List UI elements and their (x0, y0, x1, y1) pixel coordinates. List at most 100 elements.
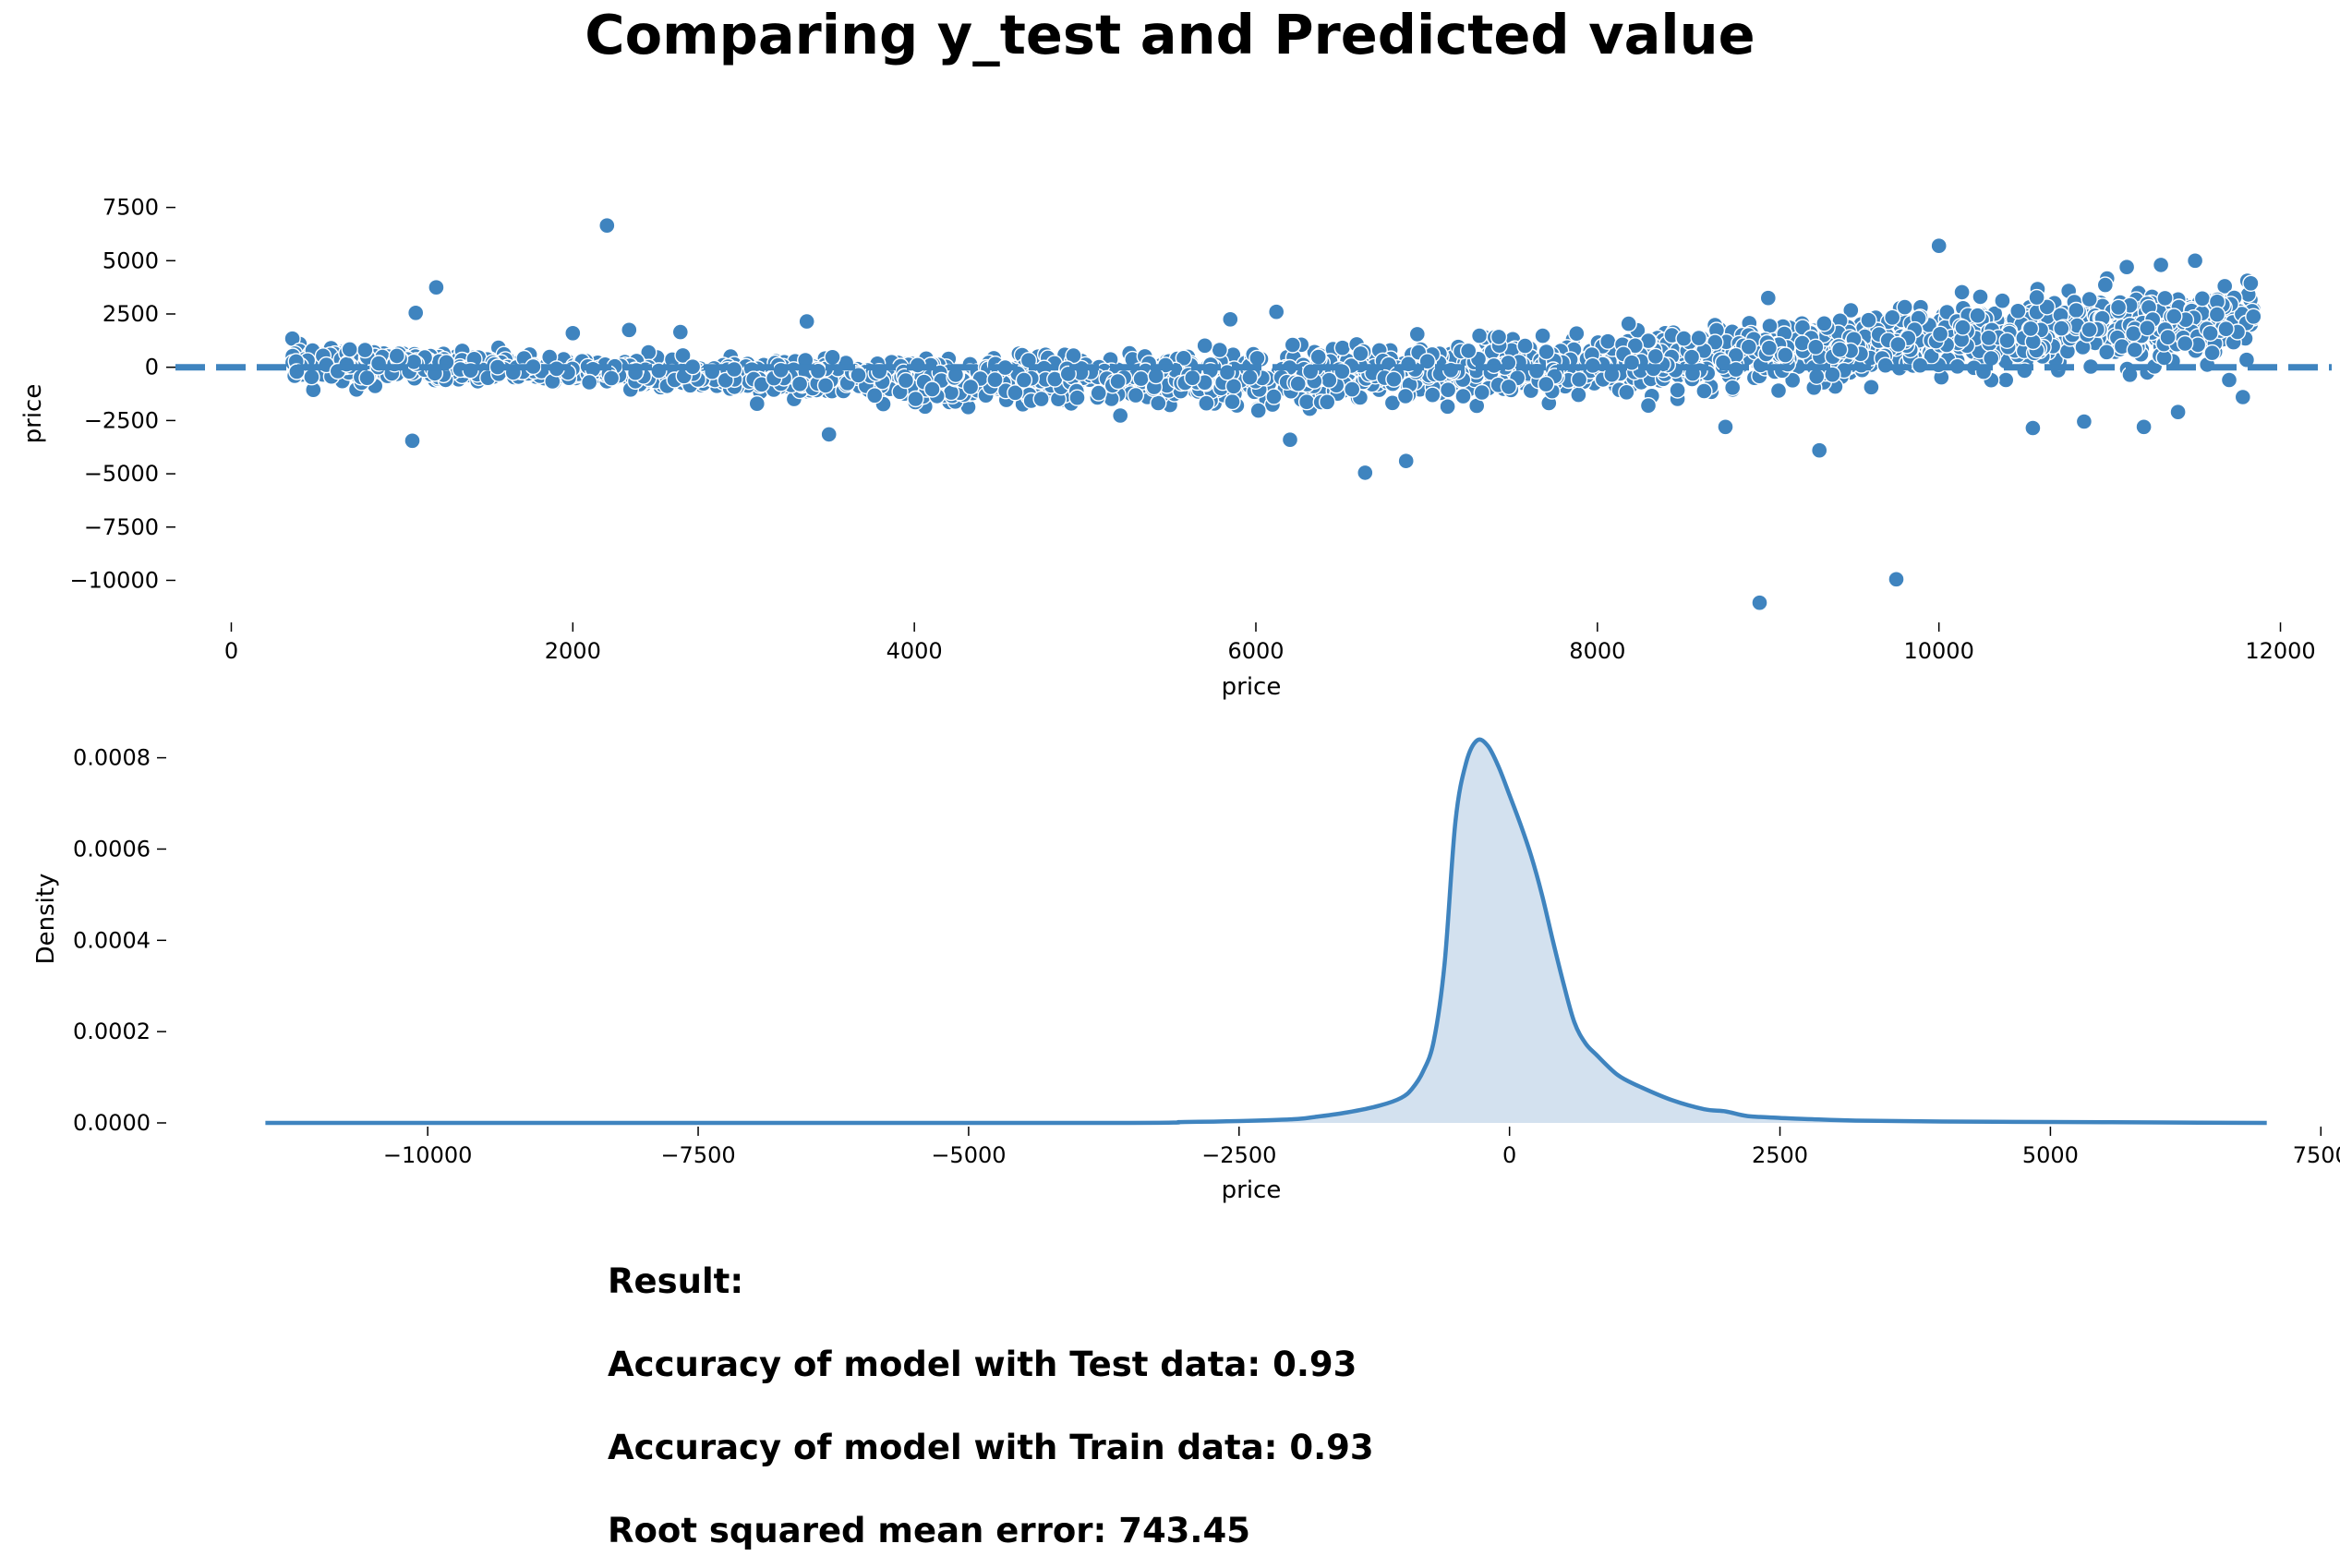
scatter-point (2159, 329, 2177, 346)
scatter-point (2096, 276, 2115, 294)
scatter-point (1723, 379, 1742, 396)
scatter-point (1807, 368, 1826, 385)
scatter-point (341, 341, 358, 358)
scatter-point (1537, 375, 1555, 393)
scatter-x-label: price (1222, 673, 1282, 701)
scatter-point (1196, 337, 1213, 355)
density-x-tick-label: 7500 (2293, 1142, 2340, 1168)
density-y-tick-label: 0.0002 (73, 1019, 151, 1044)
scatter-point (602, 369, 621, 387)
scatter-point (1357, 464, 1374, 482)
scatter-point (1931, 325, 1949, 343)
scatter-point (1490, 328, 1508, 346)
scatter-point (923, 380, 941, 398)
scatter-point (1889, 335, 1907, 354)
scatter-y-tick-label: −2500 (84, 407, 159, 433)
scatter-point (1570, 386, 1587, 404)
density-y-tick-label: 0.0004 (73, 927, 151, 953)
scatter-point (2208, 306, 2226, 323)
scatter-point (1109, 372, 1127, 391)
scatter-point (1111, 406, 1129, 425)
scatter-point (1883, 308, 1901, 326)
scatter-point (1424, 386, 1441, 404)
scatter-point (2126, 341, 2144, 359)
scatter-point (1954, 319, 1972, 336)
scatter-point (1982, 349, 2000, 368)
scatter-point (790, 375, 809, 392)
density-y-label: Density (32, 874, 60, 965)
scatter-point (1620, 315, 1637, 332)
scatter-point (1470, 327, 1489, 344)
scatter-point (2245, 308, 2262, 325)
scatter-point (1007, 384, 1024, 402)
scatter-point (1032, 390, 1050, 408)
scatter-point (1717, 418, 1734, 436)
scatter-point (2201, 324, 2219, 343)
scatter-point (1352, 344, 1369, 363)
scatter-x-tick-label: 2000 (545, 638, 601, 664)
scatter-point (1408, 325, 1427, 344)
scatter-point (1740, 338, 1758, 356)
scatter-point (1267, 303, 1285, 320)
scatter-point (1383, 394, 1402, 412)
scatter-x-tick-label: 6000 (1227, 638, 1284, 664)
scatter-y-tick-label: 0 (145, 355, 159, 380)
scatter-point (1396, 387, 1415, 405)
scatter-point (2075, 413, 2093, 430)
scatter-point (1830, 341, 1849, 358)
scatter-point (1516, 337, 1534, 355)
scatter-y-tick-label: −10000 (70, 567, 159, 593)
scatter-point (1132, 369, 1150, 388)
scatter-point (2242, 274, 2260, 292)
scatter-point (1695, 382, 1713, 400)
scatter-x-tick-label: 0 (224, 638, 238, 664)
scatter-y-tick-label: −7500 (84, 514, 159, 540)
scatter-point (1538, 343, 1555, 361)
scatter-point (388, 347, 405, 365)
scatter-x-tick-label: 10000 (1904, 638, 1974, 664)
scatter-point (428, 279, 445, 296)
scatter-point (1896, 298, 1913, 316)
scatter-point (2220, 371, 2238, 389)
scatter-point (1198, 394, 1215, 412)
scatter-point (1218, 364, 1236, 381)
scatter-point (650, 362, 668, 380)
scatter-point (1459, 342, 1478, 360)
scatter-point (1863, 379, 1880, 396)
scatter-point (1815, 315, 1833, 332)
scatter-point (1842, 301, 1860, 320)
scatter-point (2053, 320, 2070, 337)
scatter-x-ticks: 0 2000 4000 6000 8000 10000 12000 (224, 622, 2316, 664)
scatter-point (2165, 308, 2183, 325)
scatter-point (2215, 277, 2234, 296)
scatter-point (1626, 337, 1645, 355)
density-x-ticks: −10000 −7500 −5000 −2500 0 2500 5000 7500 (383, 1127, 2340, 1168)
scatter-point (1930, 237, 1948, 255)
scatter-point (356, 341, 374, 359)
result-rmse: Root squared mean error: 743.45 (608, 1511, 1250, 1550)
scatter-point (2038, 298, 2057, 316)
scatter-point (1810, 441, 1828, 459)
scatter-point (1994, 292, 2011, 309)
scatter-point (2237, 351, 2256, 368)
scatter-point (1318, 393, 1336, 411)
scatter-point (1222, 310, 1239, 328)
scatter-point (1333, 339, 1352, 356)
scatter-point (1759, 289, 1778, 307)
scatter-point (2117, 259, 2136, 276)
scatter-point (986, 371, 1004, 389)
scatter-point (671, 323, 689, 341)
scatter-point (820, 426, 838, 443)
scatter-point (1690, 329, 1707, 347)
scatter-point (748, 395, 766, 413)
scatter-point (1783, 371, 1802, 389)
density-x-tick-label: 5000 (2022, 1142, 2079, 1168)
scatter-point (1669, 381, 1686, 399)
scatter-point (2081, 290, 2098, 308)
scatter-point (1454, 387, 1472, 405)
scatter-point (1639, 397, 1658, 415)
scatter-point (1265, 388, 1283, 405)
scatter-point (2217, 320, 2235, 338)
scatter-point (1969, 307, 1986, 324)
